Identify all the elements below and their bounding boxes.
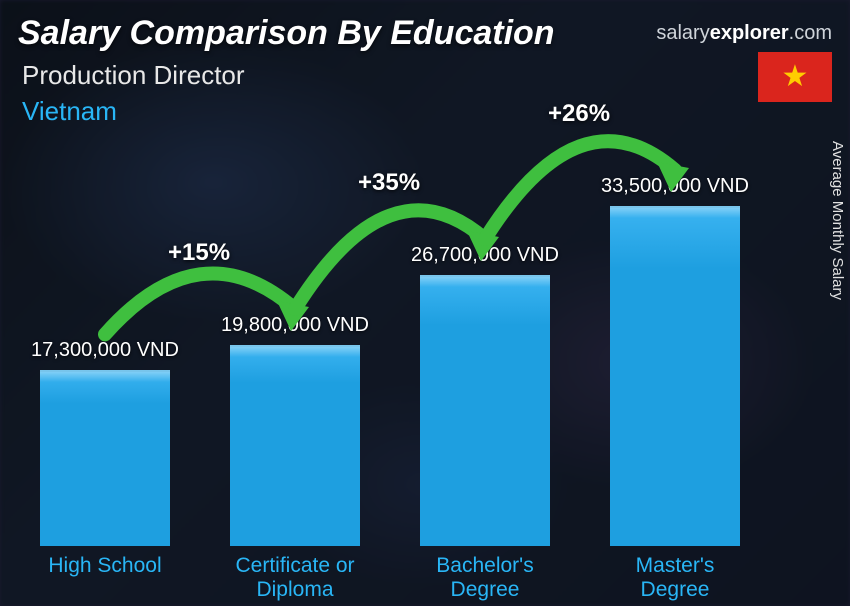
brand-text-bold: explorer — [710, 22, 789, 44]
bar-label: Certificate orDiploma — [235, 554, 354, 602]
increase-label: +26% — [548, 100, 610, 128]
bar-chart: 17,300,000 VNDHigh School 19,800,000 VNDC… — [40, 110, 790, 546]
brand-watermark: salaryexplorer.com — [656, 22, 832, 45]
bar-value: 26,700,000 VND — [411, 244, 559, 267]
content-layer: Salary Comparison By Education Productio… — [0, 0, 850, 606]
bar: 26,700,000 VNDBachelor'sDegree — [420, 275, 550, 546]
bar: 19,800,000 VNDCertificate orDiploma — [230, 345, 360, 546]
flag-vietnam: ★ — [758, 52, 832, 102]
bar-label: High School — [48, 554, 161, 578]
increase-label: +35% — [358, 169, 420, 197]
y-axis-label: Average Monthly Salary — [829, 141, 846, 300]
chart-subtitle: Production Director — [22, 60, 245, 91]
flag-star-icon: ★ — [782, 62, 809, 92]
chart-title: Salary Comparison By Education — [18, 14, 555, 53]
brand-text-suffix: .com — [789, 22, 832, 44]
increase-label: +15% — [168, 239, 230, 267]
bar: 17,300,000 VNDHigh School — [40, 370, 170, 546]
bar-value: 19,800,000 VND — [221, 314, 369, 337]
bar-label: Bachelor'sDegree — [436, 554, 533, 602]
bar-value: 33,500,000 VND — [601, 175, 749, 198]
brand-text-plain: salary — [656, 22, 709, 44]
bar: 33,500,000 VNDMaster'sDegree — [610, 206, 740, 546]
bar-value: 17,300,000 VND — [31, 339, 179, 362]
bar-label: Master'sDegree — [636, 554, 715, 602]
